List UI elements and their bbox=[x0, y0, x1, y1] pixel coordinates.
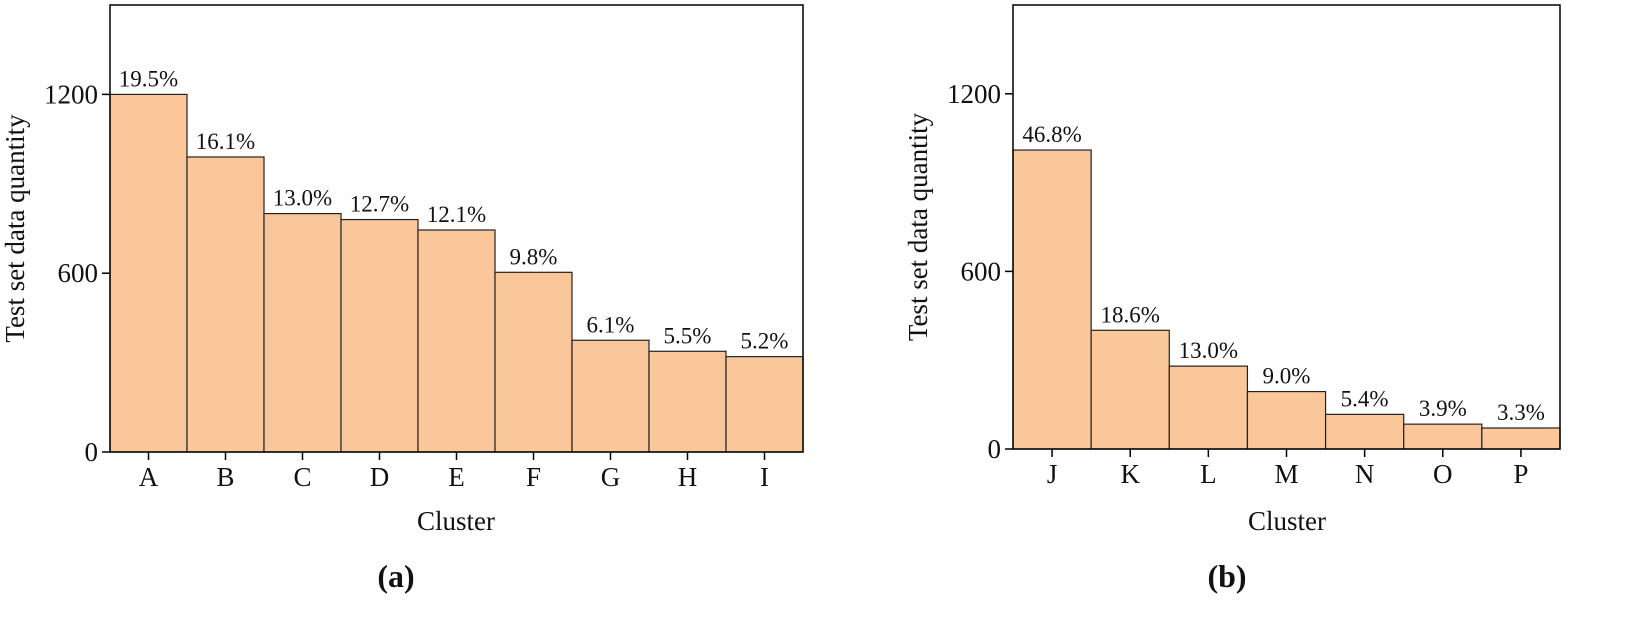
x-tick-label: M bbox=[1274, 459, 1298, 489]
bar-label: 12.7% bbox=[350, 192, 409, 217]
bar-label: 5.2% bbox=[741, 329, 789, 354]
bar bbox=[571, 339, 650, 453]
bar-label: 12.1% bbox=[427, 202, 486, 227]
x-axis-title: Cluster bbox=[417, 506, 495, 536]
bar bbox=[417, 229, 496, 453]
bar-label: 13.0% bbox=[273, 186, 332, 211]
panel-label: (b) bbox=[1207, 558, 1246, 594]
bar bbox=[1090, 329, 1170, 450]
x-tick-label: E bbox=[448, 462, 465, 492]
bar-label: 9.0% bbox=[1263, 364, 1311, 389]
plot-frame bbox=[1012, 4, 1561, 450]
bar bbox=[1012, 149, 1092, 450]
bar bbox=[340, 218, 419, 453]
x-tick-label: P bbox=[1513, 459, 1528, 489]
bar bbox=[263, 213, 342, 453]
bar bbox=[725, 356, 804, 453]
bar-label: 5.4% bbox=[1341, 386, 1389, 411]
y-tick-label: 0 bbox=[988, 434, 1002, 464]
x-tick-label: J bbox=[1047, 459, 1058, 489]
x-tick-label: H bbox=[678, 462, 698, 492]
bar bbox=[494, 271, 573, 453]
x-tick-label: F bbox=[526, 462, 541, 492]
bar bbox=[1246, 390, 1327, 450]
y-axis-title: Test set data quantity bbox=[903, 112, 933, 341]
bar-label: 6.1% bbox=[587, 312, 635, 337]
bar-label: 3.3% bbox=[1497, 400, 1545, 425]
y-tick-label: 0 bbox=[85, 437, 99, 467]
bar-label: 16.1% bbox=[196, 129, 255, 154]
bar-label: 18.6% bbox=[1101, 302, 1160, 327]
x-tick-label: K bbox=[1120, 459, 1140, 489]
plot-frame bbox=[109, 4, 804, 453]
bar bbox=[1168, 365, 1249, 450]
panel-label: (a) bbox=[377, 558, 414, 594]
y-axis-title: Test set data quantity bbox=[0, 114, 30, 343]
bar-label: 3.9% bbox=[1419, 396, 1467, 421]
x-tick-label: N bbox=[1355, 459, 1375, 489]
bar bbox=[186, 156, 265, 453]
bar bbox=[1324, 413, 1405, 450]
x-axis-title: Cluster bbox=[1248, 506, 1326, 536]
bar-label: 9.8% bbox=[510, 244, 558, 269]
bar-label: 5.5% bbox=[664, 323, 712, 348]
y-tick-label: 600 bbox=[961, 256, 1002, 286]
x-tick-label: B bbox=[216, 462, 234, 492]
x-tick-label: L bbox=[1200, 459, 1217, 489]
bar bbox=[1403, 423, 1483, 450]
x-tick-label: A bbox=[139, 462, 159, 492]
bar-label: 46.8% bbox=[1022, 122, 1081, 147]
bar bbox=[1481, 427, 1561, 450]
x-tick-label: D bbox=[370, 462, 390, 492]
y-tick-label: 1200 bbox=[947, 79, 1001, 109]
y-tick-label: 1200 bbox=[44, 79, 98, 109]
y-tick-label: 600 bbox=[58, 258, 99, 288]
x-tick-label: I bbox=[760, 462, 769, 492]
x-tick-label: C bbox=[293, 462, 311, 492]
bar-label: 19.5% bbox=[119, 66, 178, 91]
bar bbox=[109, 93, 188, 453]
bar bbox=[648, 350, 727, 453]
x-tick-label: G bbox=[601, 462, 621, 492]
x-tick-label: O bbox=[1433, 459, 1453, 489]
bar-label: 13.0% bbox=[1179, 338, 1238, 363]
